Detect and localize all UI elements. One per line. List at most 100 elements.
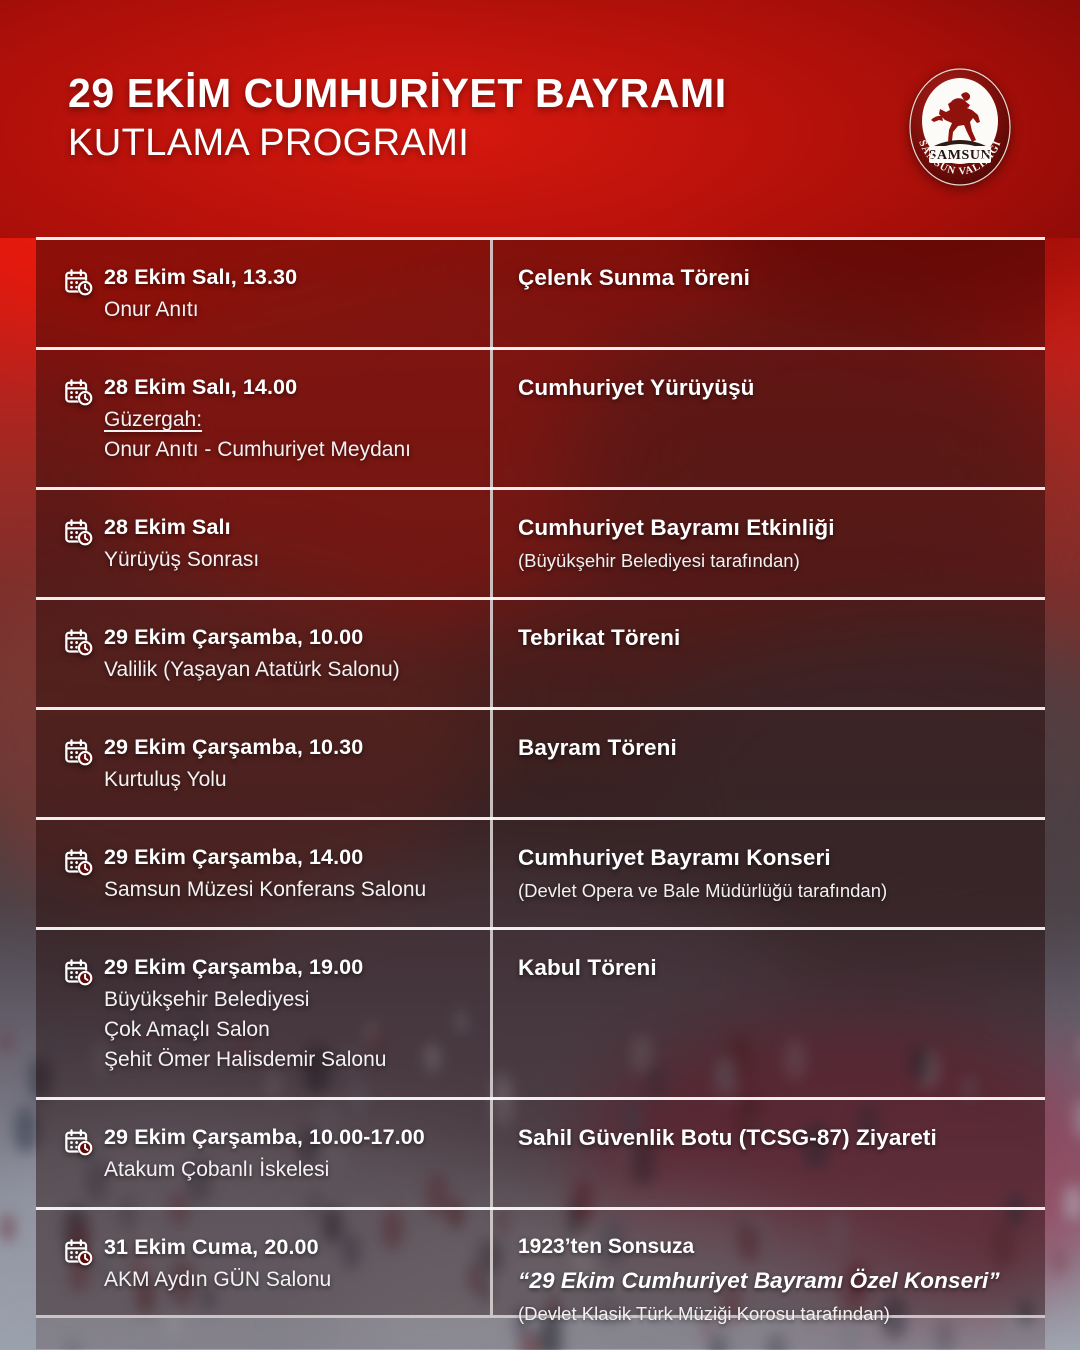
datetime-text: 29 Ekim Çarşamba, 14.00 Samsun Müzesi Ko…	[104, 844, 426, 905]
schedule-location-line: Güzergah:	[104, 408, 203, 432]
schedule-event-cell: Çelenk Sunma Töreni	[490, 240, 1045, 347]
table-row: 29 Ekim Çarşamba, 10.00 Valilik (Yaşayan…	[36, 599, 1045, 710]
schedule-event-cell: Kabul Töreni	[490, 930, 1045, 1097]
calendar-clock-icon	[64, 378, 94, 408]
header-backdrop	[0, 0, 1080, 238]
schedule-datetime-cell: 28 Ekim Salı, 13.30 Onur Anıtı	[36, 240, 490, 347]
schedule-location-line: Valilik (Yaşayan Atatürk Salonu)	[104, 658, 400, 682]
table-row: 28 Ekim Salı, 13.30 Onur Anıtı Çelenk Su…	[36, 240, 1045, 351]
schedule-table: 28 Ekim Salı, 13.30 Onur Anıtı Çelenk Su…	[36, 237, 1045, 1350]
column-divider	[490, 240, 493, 1315]
schedule-event-cell: Sahil Güvenlik Botu (TCSG-87) Ziyareti	[490, 1100, 1045, 1207]
datetime-text: 29 Ekim Çarşamba, 10.00 Valilik (Yaşayan…	[104, 624, 400, 685]
schedule-location-line: Onur Anıtı	[104, 298, 199, 322]
table-row: 29 Ekim Çarşamba, 14.00 Samsun Müzesi Ko…	[36, 819, 1045, 930]
schedule-datetime-cell: 29 Ekim Çarşamba, 19.00 Büyükşehir Beled…	[36, 930, 490, 1097]
event-subtitle: 1923’ten Sonsuza	[518, 1234, 695, 1258]
schedule-event-cell: Bayram Töreni	[490, 710, 1045, 817]
schedule-datetime-cell: 29 Ekim Çarşamba, 10.00 Valilik (Yaşayan…	[36, 600, 490, 707]
datetime-text: 28 Ekim Salı Yürüyüş Sonrası	[104, 514, 259, 575]
schedule-datetime-cell: 29 Ekim Çarşamba, 10.30 Kurtuluş Yolu	[36, 710, 490, 817]
schedule-datetime-cell: 28 Ekim Salı Yürüyüş Sonrası	[36, 490, 490, 597]
datetime-text: 28 Ekim Salı, 13.30 Onur Anıtı	[104, 264, 297, 325]
table-row: 29 Ekim Çarşamba, 10.30 Kurtuluş Yolu Ba…	[36, 709, 1045, 820]
schedule-location: Kurtuluş Yolu	[104, 765, 363, 795]
calendar-clock-icon	[64, 848, 94, 878]
calendar-clock-icon	[64, 268, 94, 298]
calendar-clock-icon	[64, 628, 94, 658]
event-note: (Büyükşehir Belediyesi tarafından)	[518, 550, 800, 571]
table-row: 31 Ekim Cuma, 20.00 AKM Aydın GÜN Salonu…	[36, 1209, 1045, 1350]
calendar-clock-icon	[64, 738, 94, 768]
schedule-datetime: 29 Ekim Çarşamba, 10.00-17.00	[104, 1124, 425, 1149]
schedule-datetime: 29 Ekim Çarşamba, 10.30	[104, 734, 364, 759]
page-subtitle: KUTLAMA PROGRAMI	[68, 121, 470, 164]
samsun-valiligi-emblem-icon: T.C. SAMSUN SAMSUN VALİLİĞİ	[909, 68, 1011, 186]
schedule-location: Güzergah: Onur Anıtı - Cumhuriyet Meydanı	[104, 405, 411, 465]
schedule-datetime-cell: 28 Ekim Salı, 14.00 Güzergah: Onur Anıtı …	[36, 350, 490, 487]
event-title: Cumhuriyet Yürüyüşü	[518, 375, 755, 401]
schedule-datetime: 29 Ekim Çarşamba, 10.00	[104, 624, 364, 649]
schedule-location: Valilik (Yaşayan Atatürk Salonu)	[104, 655, 400, 685]
schedule-location: Atakum Çobanlı İskelesi	[104, 1155, 425, 1185]
schedule-datetime: 28 Ekim Salı, 13.30	[104, 265, 298, 289]
page-title: 29 EKİM CUMHURİYET BAYRAMI	[68, 70, 727, 116]
schedule-location-line: Samsun Müzesi Konferans Salonu	[104, 878, 427, 902]
schedule-location: Yürüyüş Sonrası	[104, 545, 259, 575]
schedule-datetime-cell: 31 Ekim Cuma, 20.00 AKM Aydın GÜN Salonu	[36, 1210, 490, 1349]
schedule-location: AKM Aydın GÜN Salonu	[104, 1265, 331, 1295]
event-title: Kabul Töreni	[518, 955, 657, 980]
schedule-location-line: Büyükşehir Belediyesi	[104, 988, 310, 1012]
schedule-event-cell: Cumhuriyet Yürüyüşü	[490, 350, 1045, 487]
calendar-clock-icon	[64, 1238, 94, 1268]
table-row: 29 Ekim Çarşamba, 10.00-17.00 Atakum Çob…	[36, 1099, 1045, 1210]
schedule-datetime: 31 Ekim Cuma, 20.00	[104, 1234, 319, 1259]
event-quoted-title: “29 Ekim Cumhuriyet Bayramı Özel Konseri…	[518, 1267, 1000, 1293]
schedule-event-cell: 1923’ten Sonsuza “29 Ekim Cumhuriyet Bayr…	[490, 1210, 1045, 1349]
table-row: 29 Ekim Çarşamba, 19.00 Büyükşehir Beled…	[36, 930, 1045, 1100]
schedule-location-line: Şehit Ömer Halisdemir Salonu	[104, 1047, 387, 1071]
schedule-location-line: Atakum Çobanlı İskelesi	[104, 1157, 330, 1181]
schedule-rows: 28 Ekim Salı, 13.30 Onur Anıtı Çelenk Su…	[36, 240, 1045, 1350]
datetime-text: 31 Ekim Cuma, 20.00 AKM Aydın GÜN Salonu	[104, 1234, 331, 1295]
event-title: Tebrikat Töreni	[518, 624, 681, 650]
title-block: 29 EKİM CUMHURİYET BAYRAMI KUTLAMA PROGR…	[68, 62, 727, 166]
event-title: Sahil Güvenlik Botu (TCSG-87) Ziyareti	[518, 1124, 937, 1150]
datetime-text: 28 Ekim Salı, 14.00 Güzergah: Onur Anıtı …	[104, 374, 411, 465]
schedule-datetime: 28 Ekim Salı, 14.00	[104, 375, 298, 400]
schedule-location: Samsun Müzesi Konferans Salonu	[104, 875, 426, 905]
poster-header: 29 EKİM CUMHURİYET BAYRAMI KUTLAMA PROGR…	[0, 0, 1080, 238]
schedule-location-line: Çok Amaçlı Salon	[104, 1018, 270, 1042]
event-note: (Devlet Klasik Türk Müziği Korosu tarafı…	[518, 1303, 890, 1325]
schedule-datetime: 29 Ekim Çarşamba, 19.00	[104, 955, 364, 979]
schedule-event-cell: Tebrikat Töreni	[490, 600, 1045, 707]
svg-text:T.C.: T.C.	[948, 78, 972, 90]
schedule-event-cell: Cumhuriyet Bayramı Etkinliği (Büyükşehir …	[490, 490, 1045, 597]
event-note: (Devlet Opera ve Bale Müdürlüğü tarafınd…	[518, 880, 888, 902]
schedule-location: Onur Anıtı	[104, 295, 297, 325]
table-row: 28 Ekim Salı, 14.00 Güzergah: Onur Anıtı …	[36, 350, 1045, 490]
schedule-location: Büyükşehir Belediyesi Çok Amaçlı Salon Şeh…	[104, 985, 386, 1074]
event-title: Çelenk Sunma Töreni	[518, 265, 750, 290]
event-title: Cumhuriyet Bayramı Etkinliği	[518, 514, 835, 540]
schedule-location-line: Yürüyüş Sonrası	[104, 548, 260, 572]
datetime-text: 29 Ekim Çarşamba, 19.00 Büyükşehir Beled…	[104, 954, 386, 1075]
calendar-clock-icon	[64, 958, 94, 988]
calendar-clock-icon	[64, 1128, 94, 1158]
datetime-text: 29 Ekim Çarşamba, 10.30 Kurtuluş Yolu	[104, 734, 363, 795]
schedule-datetime-cell: 29 Ekim Çarşamba, 14.00 Samsun Müzesi Ko…	[36, 820, 490, 927]
schedule-location-line: AKM Aydın GÜN Salonu	[104, 1267, 332, 1291]
samsun-valiligi-logo: T.C. SAMSUN SAMSUN VALİLİĞİ	[904, 66, 1016, 188]
datetime-text: 29 Ekim Çarşamba, 10.00-17.00 Atakum Çob…	[104, 1124, 425, 1185]
schedule-datetime: 29 Ekim Çarşamba, 14.00	[104, 844, 364, 869]
schedule-datetime-cell: 29 Ekim Çarşamba, 10.00-17.00 Atakum Çob…	[36, 1100, 490, 1207]
schedule-location-line: Kurtuluş Yolu	[104, 768, 227, 792]
calendar-clock-icon	[64, 518, 94, 548]
event-title: Cumhuriyet Bayramı Konseri	[518, 844, 831, 870]
table-row: 28 Ekim Salı Yürüyüş Sonrası Cumhuriyet …	[36, 489, 1045, 600]
event-title: Bayram Töreni	[518, 734, 677, 760]
schedule-event-cell: Cumhuriyet Bayramı Konseri (Devlet Opera …	[490, 820, 1045, 927]
schedule-datetime: 28 Ekim Salı	[104, 514, 231, 539]
